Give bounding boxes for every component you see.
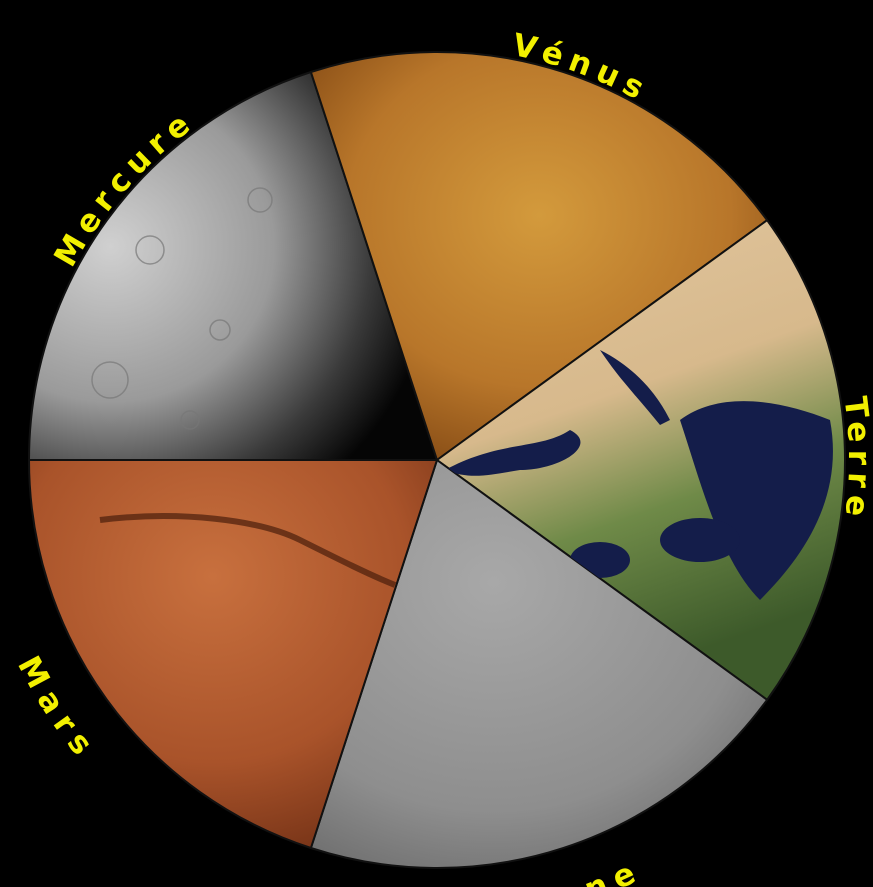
label-terre: Terre	[837, 395, 873, 526]
craters	[91, 187, 273, 430]
crater	[91, 361, 129, 399]
mars-canyon	[99, 513, 397, 588]
crater	[247, 187, 273, 213]
sea	[660, 518, 740, 562]
sea	[445, 430, 581, 476]
slice-lune	[309, 458, 769, 869]
sea	[680, 401, 833, 600]
slice-venus	[309, 51, 769, 462]
label-lune: Lune	[526, 853, 647, 887]
sea	[600, 350, 670, 425]
label-text: Terre	[837, 395, 871, 526]
label-text: Lune	[526, 853, 640, 887]
crater	[180, 410, 200, 430]
canyon	[99, 513, 397, 588]
crater	[209, 319, 231, 341]
slice-terre	[435, 218, 846, 702]
slice-mercure	[27, 70, 439, 461]
earth-seas	[445, 350, 833, 600]
crater	[135, 235, 165, 265]
